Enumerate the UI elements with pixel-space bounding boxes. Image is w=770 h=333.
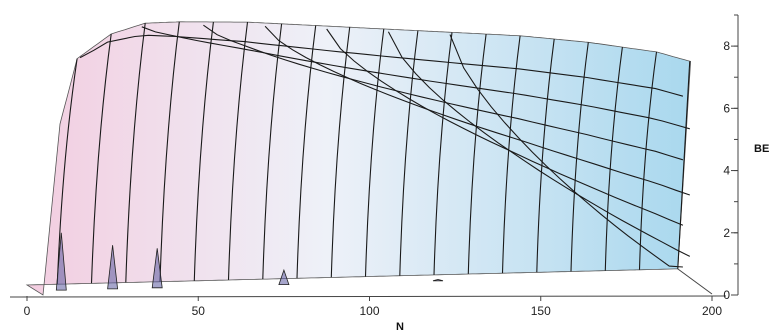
x-tick-label: 200	[702, 304, 722, 318]
mesh-line-contour	[449, 34, 683, 268]
mesh-line-cross	[467, 34, 487, 274]
mesh-line-cross	[125, 23, 146, 283]
z-axis: 0 2 4 6 8	[723, 14, 739, 302]
mesh-line-cross	[262, 23, 283, 280]
spike-mark	[55, 232, 67, 291]
x-axis-line	[9, 295, 727, 298]
x-tick-label: 0	[24, 304, 31, 318]
spike-mark	[107, 245, 119, 290]
z-tick-label: 2	[723, 226, 730, 240]
mesh-line-cross	[330, 27, 351, 278]
x-axis-title: N	[396, 321, 404, 333]
z-tick-label: 8	[723, 39, 730, 53]
mesh-line-contour	[264, 25, 690, 196]
spike-layer	[55, 232, 444, 291]
spike-mark	[278, 268, 290, 285]
mesh-line-cross	[570, 42, 589, 272]
surface-layer	[25, 21, 713, 296]
x-axis: 0 50 100 150 200	[9, 295, 727, 318]
mesh-line-cross	[536, 38, 555, 273]
spike-mark	[151, 248, 163, 289]
mesh-line-cross	[56, 58, 78, 285]
mesh-line-contour	[141, 26, 690, 130]
z-tick-label: 4	[723, 164, 730, 178]
surface-right-edge	[677, 61, 691, 269]
z-tick-label: 6	[723, 101, 730, 115]
baseline-tail	[677, 268, 713, 295]
mesh-line-cross	[159, 21, 180, 282]
x-tick-label: 50	[192, 304, 206, 318]
mesh-layer	[56, 21, 691, 285]
spike-mark	[432, 278, 444, 282]
z-axis-title: BE	[754, 143, 769, 155]
mesh-line-cross	[296, 25, 317, 279]
mesh-line-cross	[90, 33, 112, 284]
x-tick-label: 100	[359, 304, 379, 318]
mesh-line-cross	[433, 32, 453, 275]
mesh-line-contour	[203, 24, 684, 161]
mesh-line-cross	[193, 21, 214, 281]
mesh-line-cross	[227, 22, 249, 280]
mesh-line-cross	[604, 47, 623, 271]
mesh-line-cross	[501, 35, 521, 274]
mesh-line-cross	[638, 51, 658, 270]
z-tick-label: 0	[723, 288, 730, 302]
mesh-line-contour	[326, 28, 684, 226]
mesh-line-cross	[399, 30, 419, 276]
mesh-line-contour	[387, 31, 691, 257]
x-tick-label: 150	[531, 304, 551, 318]
mesh-line-cross	[364, 28, 385, 277]
